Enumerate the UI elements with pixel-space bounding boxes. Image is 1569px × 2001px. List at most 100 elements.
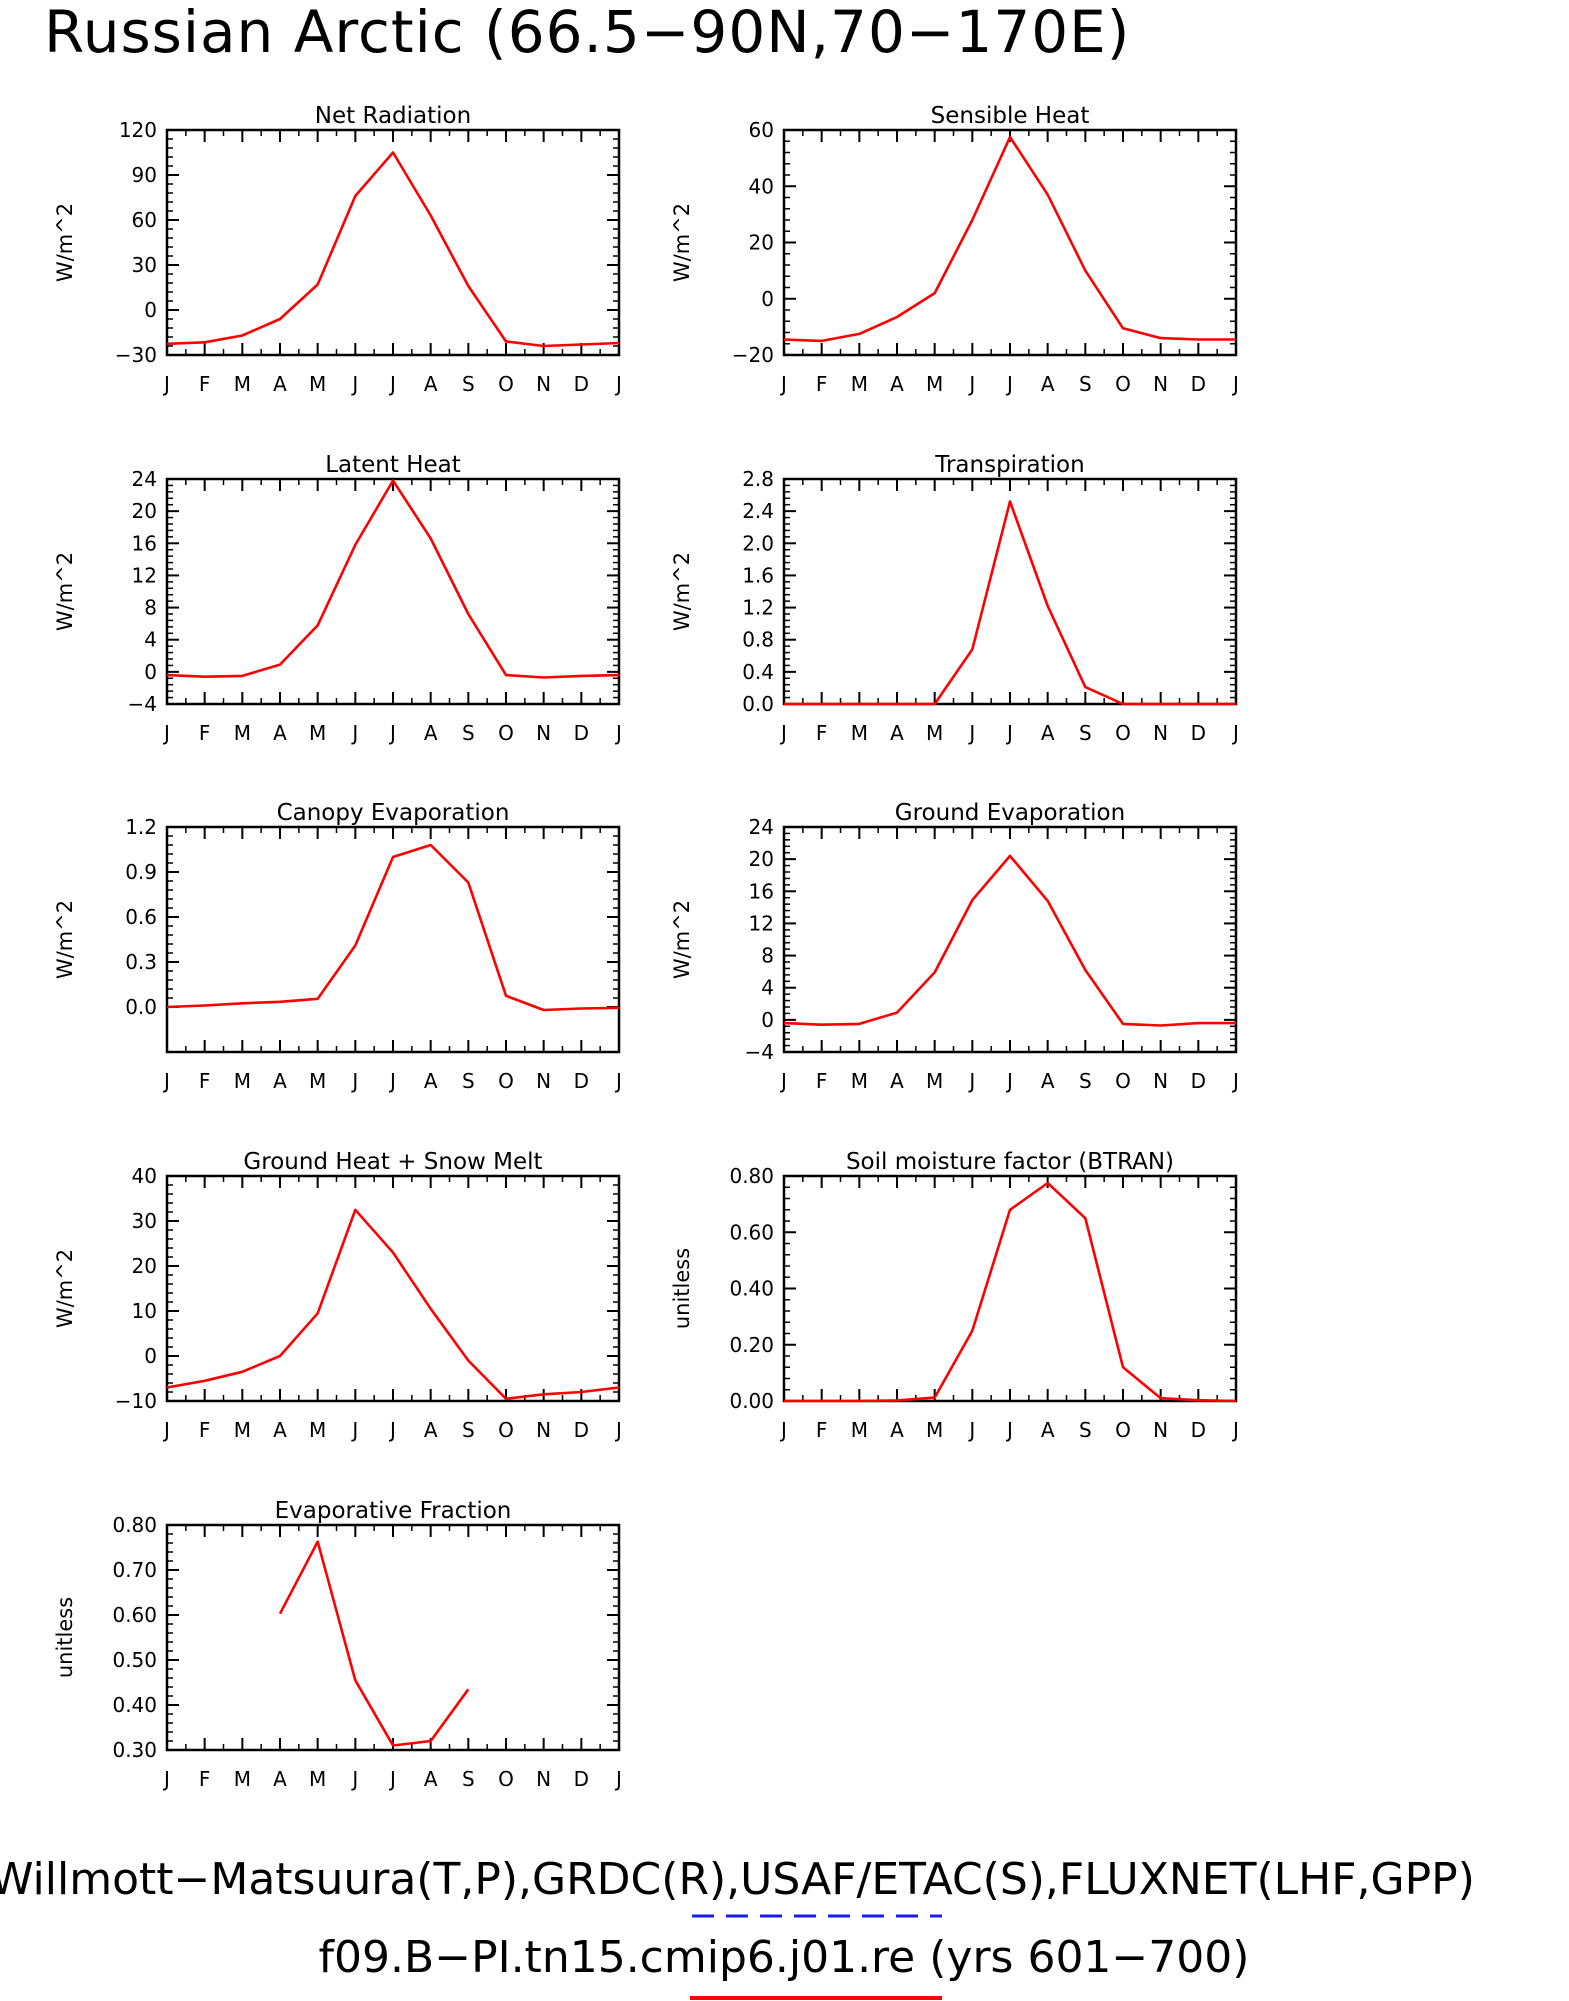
x-tick-label: J (350, 721, 358, 745)
x-tick-label: D (1191, 1069, 1206, 1093)
x-tick-label: J (614, 1069, 622, 1093)
x-tick-label: M (309, 721, 326, 745)
panel-title: Canopy Evaporation (277, 800, 510, 826)
x-tick-label: M (851, 1069, 868, 1093)
x-tick-label: S (1079, 1069, 1092, 1093)
x-tick-label: D (574, 1767, 589, 1791)
y-tick-label: 20 (132, 1254, 157, 1278)
x-tick-label: S (462, 1767, 475, 1791)
x-tick-label: J (614, 1418, 622, 1442)
x-tick-label: J (162, 372, 170, 396)
x-tick-label: J (162, 1418, 170, 1442)
x-tick-label: M (851, 721, 868, 745)
x-tick-label: J (967, 1069, 975, 1093)
x-tick-label: J (162, 1767, 170, 1791)
x-tick-label: S (1079, 372, 1092, 396)
x-tick-label: J (388, 721, 396, 745)
panel-title: Latent Heat (325, 452, 461, 478)
plot-frame (782, 128, 1238, 357)
y-tick-label: 0 (144, 298, 157, 322)
series-line (784, 500, 1236, 706)
plot-frame (165, 1174, 621, 1403)
y-tick-label: 0.8 (742, 628, 774, 652)
footer-line-observations: Willmott−Matsuura(T,P),GRDC(R),USAF/ETAC… (0, 1854, 1475, 1905)
y-tick-label: 60 (749, 118, 774, 142)
x-tick-label: A (424, 1767, 438, 1791)
y-tick-label: 0 (761, 1008, 774, 1032)
y-tick-label: 0.9 (125, 860, 157, 884)
x-tick-label: N (1153, 721, 1168, 745)
y-tick-label: 0.80 (112, 1513, 157, 1537)
x-tick-label: M (234, 1767, 251, 1791)
x-tick-label: M (851, 1418, 868, 1442)
x-tick-label: J (1231, 1069, 1239, 1093)
y-tick-label: 0.30 (112, 1738, 157, 1762)
x-tick-label: M (926, 1418, 943, 1442)
y-axis-label: W/m^2 (53, 552, 77, 631)
x-tick-label: M (309, 372, 326, 396)
x-tick-label: O (1115, 1069, 1131, 1093)
x-tick-label: J (779, 1418, 787, 1442)
x-tick-label: F (816, 721, 828, 745)
y-tick-label: 30 (132, 1209, 157, 1233)
x-tick-label: N (1153, 1418, 1168, 1442)
x-tick-label: D (574, 721, 589, 745)
y-tick-label: 120 (119, 118, 157, 142)
y-tick-label: −4 (745, 1040, 774, 1064)
x-tick-label: M (309, 1418, 326, 1442)
x-tick-label: A (1041, 1418, 1055, 1442)
x-tick-label: M (926, 372, 943, 396)
x-tick-label: A (1041, 372, 1055, 396)
y-tick-label: 0.4 (742, 660, 774, 684)
x-tick-label: A (890, 372, 904, 396)
x-tick-label: M (926, 721, 943, 745)
y-tick-label: 12 (749, 911, 774, 935)
x-tick-label: F (816, 1069, 828, 1093)
y-tick-label: 0.3 (125, 950, 157, 974)
x-tick-label: J (967, 1418, 975, 1442)
y-tick-label: 40 (749, 174, 774, 198)
x-tick-label: J (350, 1418, 358, 1442)
x-tick-label: J (614, 372, 622, 396)
y-axis-label: W/m^2 (53, 203, 77, 282)
x-tick-label: J (1231, 372, 1239, 396)
x-tick-label: D (1191, 721, 1206, 745)
y-axis-label: W/m^2 (53, 1249, 77, 1328)
series-line (166, 479, 620, 679)
y-tick-label: 2.8 (742, 467, 774, 491)
x-tick-label: N (1153, 1069, 1168, 1093)
x-tick-label: N (536, 721, 551, 745)
x-tick-label: J (1005, 372, 1013, 396)
x-tick-label: J (388, 372, 396, 396)
plot-frame (165, 1523, 621, 1752)
x-tick-label: O (1115, 721, 1131, 745)
y-tick-label: 24 (132, 467, 157, 491)
x-tick-label: F (199, 721, 211, 745)
x-tick-label: A (273, 721, 287, 745)
x-tick-label: J (614, 1767, 622, 1791)
figure-title: Russian Arctic (66.5−90N,70−170E) (44, 0, 1130, 66)
x-tick-label: J (1005, 721, 1013, 745)
x-tick-label: J (388, 1767, 396, 1791)
y-axis-label: W/m^2 (670, 552, 694, 631)
x-tick-label: O (498, 372, 514, 396)
panel-title: Transpiration (934, 452, 1084, 478)
x-tick-label: M (234, 1418, 251, 1442)
x-tick-label: O (498, 1418, 514, 1442)
x-tick-label: M (234, 372, 251, 396)
x-tick-label: A (424, 721, 438, 745)
x-tick-label: A (273, 1418, 287, 1442)
x-tick-label: D (574, 1069, 589, 1093)
panel-title: Ground Evaporation (895, 800, 1125, 826)
y-tick-label: 90 (132, 163, 157, 187)
series-line (783, 854, 1236, 1027)
x-tick-label: A (1041, 721, 1055, 745)
x-tick-label: J (614, 721, 622, 745)
x-tick-label: J (350, 372, 358, 396)
x-tick-label: J (1005, 1069, 1013, 1093)
